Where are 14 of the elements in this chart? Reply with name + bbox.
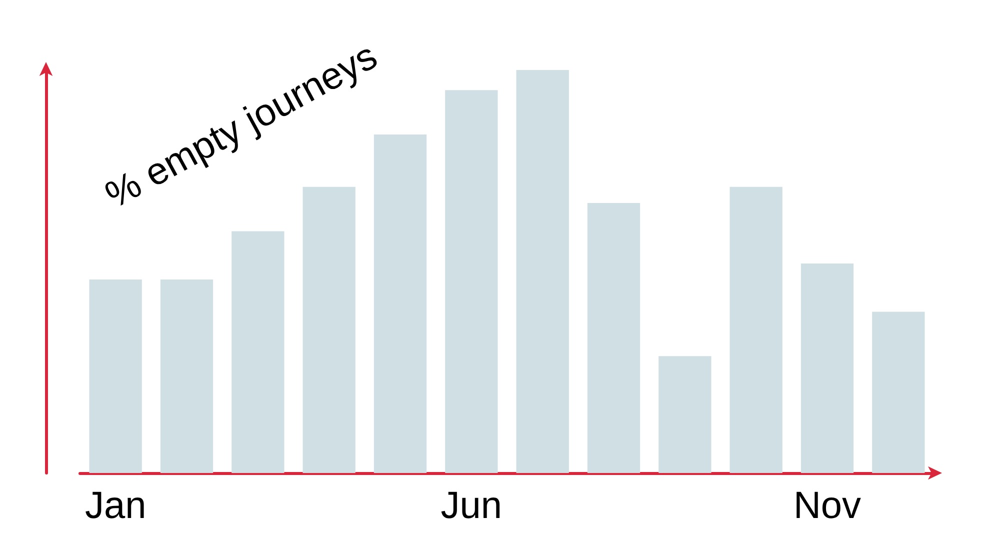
x-tick-label: Nov <box>793 485 862 527</box>
x-tick-label: Jun <box>440 485 502 527</box>
bar <box>232 231 284 473</box>
bar <box>160 280 214 473</box>
bar <box>730 186 782 473</box>
bar <box>89 280 142 473</box>
bar <box>800 263 854 473</box>
bar <box>872 312 925 473</box>
x-tick-label: Jan <box>84 485 146 527</box>
bar <box>302 186 356 473</box>
bar <box>516 70 569 473</box>
bar <box>445 90 498 473</box>
bar <box>658 356 712 473</box>
bar <box>587 202 640 473</box>
